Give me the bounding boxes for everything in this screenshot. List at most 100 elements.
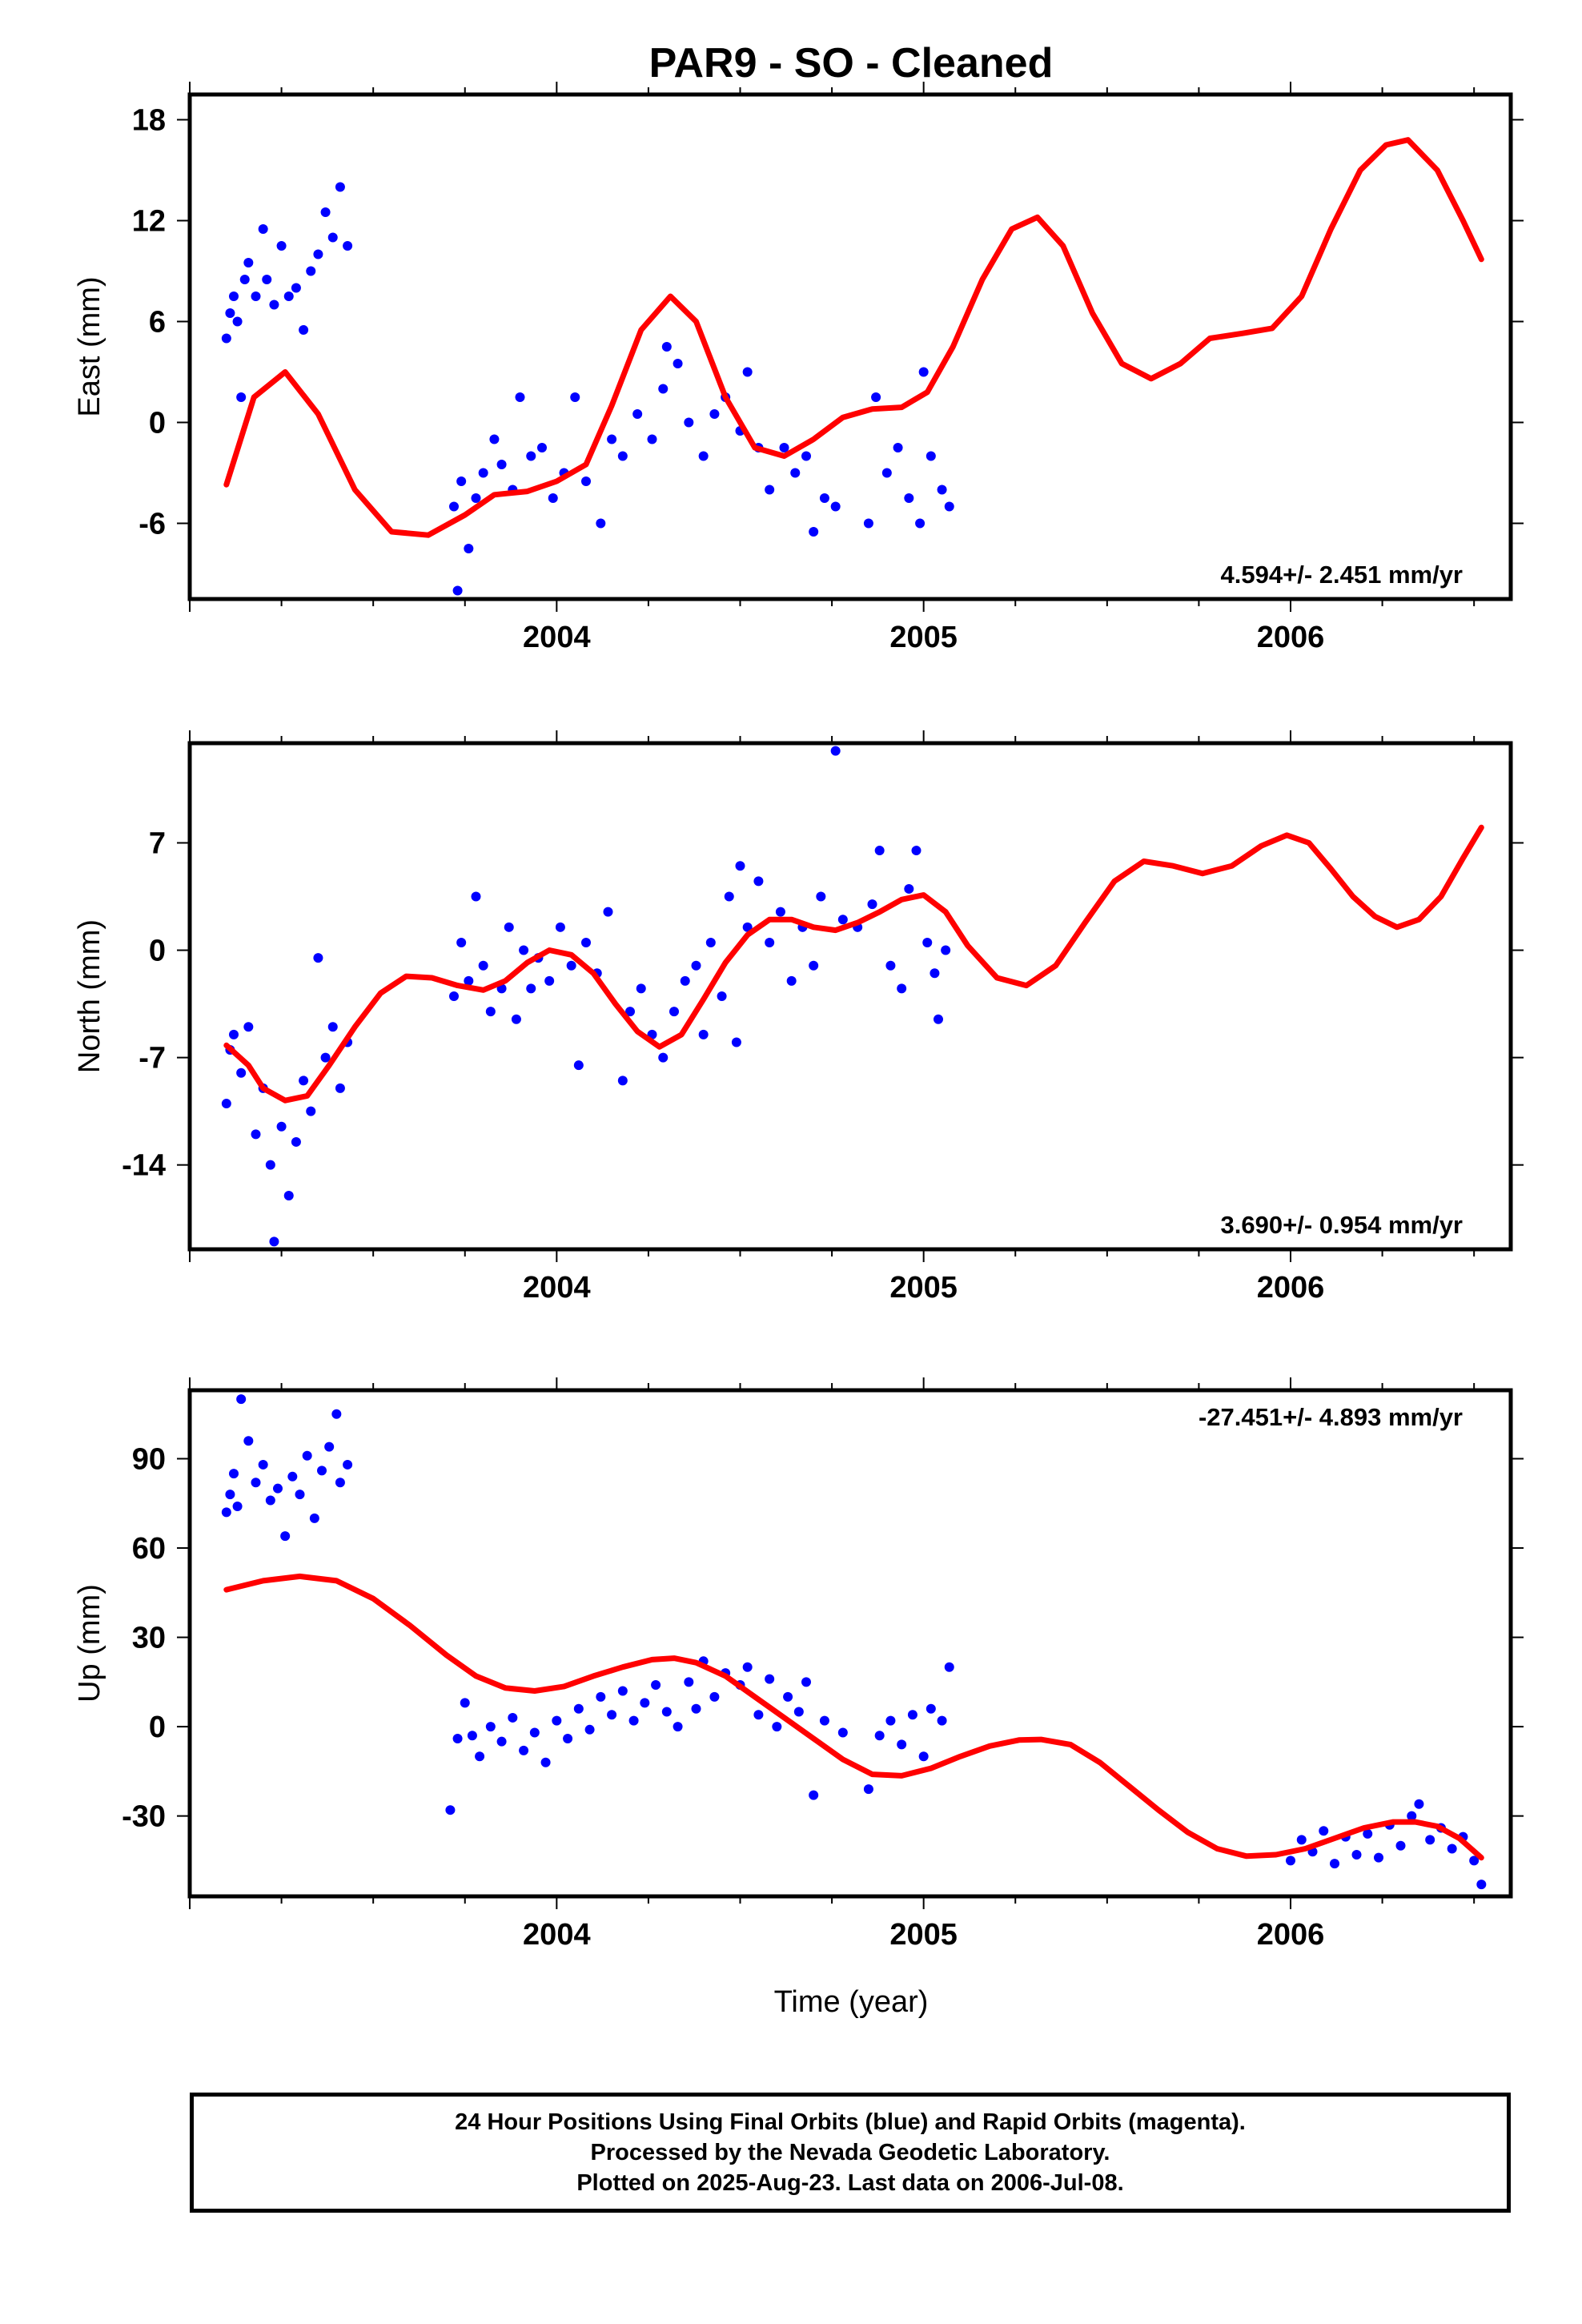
- up-data-point: [885, 1715, 896, 1726]
- east-data-point: [239, 275, 250, 284]
- east-data-point: [937, 485, 947, 495]
- north-data-point: [313, 953, 323, 963]
- east-data-point: [596, 518, 606, 529]
- north-data-point: [519, 945, 529, 955]
- up-data-point: [937, 1715, 947, 1726]
- east-panel: 2004 2005 2006 -6 0 6 12 18 East (mm) 4.594+/- 2.…: [73, 82, 1524, 654]
- up-data-point: [1476, 1880, 1487, 1890]
- east-data-point: [926, 451, 936, 461]
- east-data-point: [617, 451, 628, 461]
- up-data-point: [529, 1727, 540, 1738]
- north-data-point: [691, 960, 701, 971]
- north-data-point: [885, 960, 896, 971]
- east-data-point: [225, 308, 235, 318]
- chart-title: PAR9 - SO - Cleaned: [649, 40, 1054, 86]
- north-data-point: [566, 960, 576, 971]
- east-plot-frame: [187, 92, 1513, 601]
- east-data-point: [904, 493, 914, 503]
- east-data-point: [790, 468, 801, 478]
- up-x-tick-label: 2006: [1257, 1918, 1325, 1952]
- east-data-point: [515, 392, 525, 402]
- north-y-axis-label: North (mm): [73, 919, 106, 1073]
- up-data-point: [331, 1409, 342, 1419]
- east-data-point: [283, 292, 294, 301]
- east-y-tick-label: 0: [149, 407, 166, 440]
- north-data-point: [717, 991, 727, 1001]
- up-data-point: [1330, 1859, 1339, 1869]
- up-data-point: [628, 1715, 639, 1726]
- up-data-point: [1395, 1840, 1406, 1851]
- east-data-point: [343, 241, 353, 251]
- north-data-point: [581, 937, 591, 947]
- north-data-point: [724, 891, 734, 902]
- east-data-point: [809, 527, 819, 537]
- east-data-point: [327, 232, 338, 243]
- up-y-tick-label: 90: [132, 1443, 166, 1477]
- east-data-point: [313, 249, 323, 259]
- north-data-point: [837, 915, 848, 925]
- north-data-point: [299, 1076, 309, 1086]
- north-y-tick-label: -7: [139, 1042, 166, 1076]
- north-data-point: [658, 1052, 669, 1063]
- east-data-point: [291, 283, 301, 293]
- up-data-point: [819, 1715, 829, 1726]
- up-model-curve: [223, 1573, 1484, 1861]
- east-x-tick-label: 2006: [1257, 621, 1325, 654]
- north-data-point: [276, 1121, 287, 1132]
- east-data-point: [698, 451, 709, 461]
- up-data-point: [596, 1691, 606, 1702]
- up-y-tick-label: 0: [149, 1711, 166, 1744]
- north-data-point: [775, 907, 785, 917]
- east-data-point: [779, 443, 789, 452]
- footer-note: 24 Hour Positions Using Final Orbits (bl…: [190, 2093, 1511, 2213]
- up-data-point: [229, 1469, 239, 1479]
- up-data-point: [793, 1707, 804, 1717]
- north-data-point: [243, 1022, 254, 1032]
- up-data-point: [287, 1471, 298, 1482]
- north-data-point: [911, 846, 921, 856]
- east-data-point: [452, 585, 463, 596]
- north-data-point: [485, 1007, 496, 1017]
- up-panel: 2004 2005 2006 -30 0 30 60 90 Up (mm) -27.451+/- …: [73, 1377, 1524, 1952]
- north-data-point: [922, 937, 933, 947]
- north-data-point: [934, 1014, 943, 1024]
- footer-line-2: Processed by the Nevada Geodetic Laborat…: [590, 2140, 1110, 2165]
- north-y-tick-label: 0: [149, 935, 166, 968]
- up-data-point: [918, 1751, 929, 1762]
- up-data-point: [742, 1662, 753, 1672]
- north-data-point: [471, 891, 481, 902]
- east-data-point: [464, 544, 474, 553]
- east-y-tick-label: 18: [132, 104, 166, 138]
- east-data-point: [478, 468, 488, 478]
- up-data-point: [573, 1703, 584, 1714]
- up-data-point: [783, 1691, 793, 1702]
- up-data-point: [584, 1724, 595, 1735]
- up-data-point: [508, 1712, 518, 1723]
- up-data-point: [295, 1490, 305, 1500]
- up-data-point: [485, 1722, 496, 1732]
- north-data-point: [573, 1060, 584, 1071]
- east-data-point: [262, 275, 272, 284]
- north-data-point: [742, 922, 753, 932]
- up-data-point: [765, 1674, 775, 1684]
- north-data-point: [809, 960, 819, 971]
- up-data-point: [1447, 1844, 1457, 1854]
- up-data-point: [258, 1459, 268, 1470]
- north-data-point: [731, 1037, 741, 1047]
- north-data-point: [283, 1190, 294, 1200]
- north-data-point: [625, 1007, 635, 1017]
- up-data-point: [496, 1736, 507, 1747]
- up-data-point: [280, 1531, 291, 1542]
- up-data-point: [772, 1722, 782, 1732]
- north-data-point: [327, 1022, 338, 1032]
- up-data-point: [273, 1483, 283, 1494]
- east-data-point: [471, 493, 481, 503]
- east-data-point: [537, 443, 547, 452]
- north-data-point: [669, 1007, 679, 1017]
- east-data-point: [258, 224, 268, 234]
- east-observations: [221, 182, 954, 596]
- up-data-point: [1414, 1799, 1424, 1809]
- east-data-point: [881, 468, 892, 478]
- up-y-tick-label: -30: [122, 1800, 166, 1834]
- up-x-tick-label: 2005: [889, 1918, 958, 1952]
